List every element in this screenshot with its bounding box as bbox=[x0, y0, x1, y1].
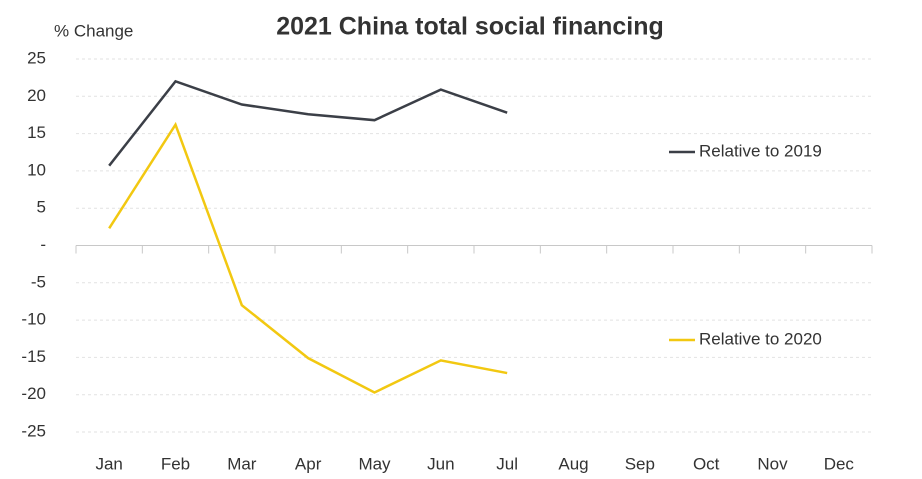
x-tick-label: Dec bbox=[824, 454, 855, 473]
x-tick-label: Jul bbox=[496, 454, 518, 473]
y-tick-label: -15 bbox=[21, 347, 46, 366]
y-tick-label: 20 bbox=[27, 86, 46, 105]
x-tick-label: Jan bbox=[95, 454, 122, 473]
legend-label: Relative to 2019 bbox=[699, 141, 822, 160]
x-tick-label: Mar bbox=[227, 454, 257, 473]
y-tick-label: 25 bbox=[27, 48, 46, 67]
y-tick-label: 15 bbox=[27, 123, 46, 142]
legend-label: Relative to 2020 bbox=[699, 329, 822, 348]
chart-title: 2021 China total social financing bbox=[276, 13, 664, 41]
y-tick-label: - bbox=[40, 235, 46, 254]
x-tick-label: Feb bbox=[161, 454, 190, 473]
x-tick-label: Apr bbox=[295, 454, 322, 473]
x-tick-label: Sep bbox=[625, 454, 655, 473]
series-line bbox=[108, 121, 508, 394]
y-tick-label: 10 bbox=[27, 160, 46, 179]
x-tick-label: Oct bbox=[693, 454, 720, 473]
y-tick-label: -25 bbox=[21, 421, 46, 440]
y-tick-label: -20 bbox=[21, 384, 46, 403]
y-tick-label: -10 bbox=[21, 310, 46, 329]
y-tick-label: -5 bbox=[31, 272, 46, 291]
y-axis-label: % Change bbox=[54, 21, 133, 40]
series-line bbox=[108, 79, 508, 167]
y-tick-label: 5 bbox=[37, 198, 46, 217]
x-tick-label: Nov bbox=[757, 454, 788, 473]
x-tick-label: Aug bbox=[558, 454, 588, 473]
x-tick-label: May bbox=[358, 454, 391, 473]
x-tick-label: Jun bbox=[427, 454, 454, 473]
